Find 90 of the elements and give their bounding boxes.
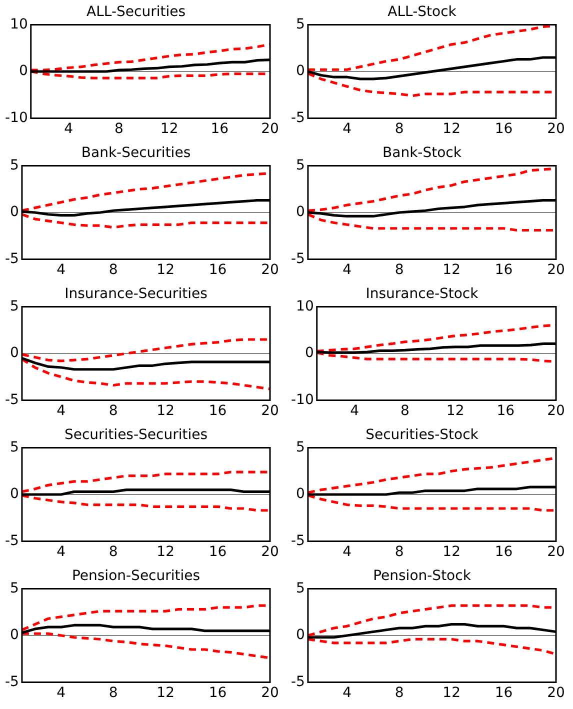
x-tick-label: 12	[156, 685, 174, 702]
x-tick-label: 8	[400, 403, 410, 420]
x-tick-label: 20	[547, 685, 565, 702]
y-tick-label: -5	[4, 674, 19, 690]
y-tick-label: 0	[296, 486, 305, 502]
y-tick-label: 10	[296, 298, 314, 314]
x-tick-label: 8	[394, 685, 404, 702]
chart-title: Insurance-Securities	[64, 286, 208, 302]
y-tick-label: 0	[296, 204, 305, 220]
x-tick-label: 20	[547, 403, 565, 420]
x-tick-label: 16	[208, 685, 227, 702]
chart-title: Pension-Securities	[72, 568, 200, 584]
y-tick-label: -5	[290, 250, 305, 267]
chart-title: ALL-Securities	[86, 4, 186, 20]
x-tick-label: 16	[494, 544, 513, 560]
x-tick-label: 12	[442, 685, 460, 702]
x-tick-label: 12	[156, 262, 174, 278]
y-tick-label: 0	[10, 627, 19, 644]
y-tick-label: 5	[296, 16, 305, 32]
x-tick-label: 8	[108, 544, 118, 560]
x-tick-label: 12	[160, 121, 178, 138]
y-tick-label: 0	[304, 345, 314, 362]
x-tick-label: 8	[394, 121, 404, 138]
x-tick-label: 8	[108, 685, 118, 702]
y-tick-label: 10	[10, 16, 28, 32]
chart-title: Pension-Stock	[373, 568, 472, 584]
x-tick-label: 12	[446, 403, 464, 420]
y-tick-label: 0	[10, 204, 19, 220]
x-tick-label: 16	[210, 121, 229, 138]
chart-title: Bank-Stock	[382, 145, 462, 162]
y-tick-label: 0	[296, 627, 305, 644]
x-tick-label: 8	[394, 262, 404, 278]
x-tick-label: 16	[494, 262, 513, 278]
y-tick-label: -10	[290, 392, 314, 408]
y-tick-label: 5	[10, 439, 19, 456]
y-tick-label: -5	[290, 674, 305, 690]
x-tick-label: 8	[108, 262, 118, 278]
y-tick-label: -5	[290, 110, 305, 126]
x-tick-label: 20	[547, 121, 565, 138]
x-tick-label: 12	[442, 121, 460, 138]
y-tick-label: 5	[296, 580, 305, 596]
x-tick-label: 16	[496, 403, 515, 420]
x-tick-label: 20	[261, 262, 279, 278]
y-tick-label: 0	[18, 63, 28, 80]
x-tick-label: 4	[56, 544, 66, 560]
x-tick-label: 16	[208, 262, 227, 278]
x-tick-label: 16	[494, 685, 513, 702]
x-tick-label: 4	[56, 262, 66, 278]
chart-title: Securities-Securities	[64, 427, 208, 444]
x-tick-label: 4	[342, 262, 352, 278]
x-tick-label: 4	[350, 403, 360, 420]
chart-title: Bank-Securities	[81, 145, 191, 162]
x-tick-label: 4	[342, 121, 352, 138]
x-tick-label: 8	[394, 544, 404, 560]
chart-title: Insurance-Stock	[366, 286, 480, 302]
x-tick-label: 8	[114, 121, 124, 138]
chart-title: Securities-Stock	[366, 427, 480, 444]
y-tick-label: 0	[296, 63, 305, 80]
y-tick-label: -5	[290, 532, 305, 549]
y-tick-label: -5	[4, 392, 19, 408]
x-tick-label: 20	[261, 121, 279, 138]
y-tick-label: 5	[10, 298, 19, 314]
x-tick-label: 20	[261, 403, 279, 420]
x-tick-label: 12	[156, 403, 174, 420]
x-tick-label: 16	[494, 121, 513, 138]
y-tick-label: -5	[4, 532, 19, 549]
y-tick-label: 5	[10, 580, 19, 596]
x-tick-label: 20	[547, 262, 565, 278]
x-tick-label: 4	[342, 685, 352, 702]
x-tick-label: 16	[208, 403, 227, 420]
x-tick-label: 8	[108, 403, 118, 420]
y-tick-label: 5	[296, 439, 305, 456]
y-tick-label: -5	[4, 250, 19, 267]
x-tick-label: 4	[56, 403, 66, 420]
x-tick-label: 4	[64, 121, 74, 138]
x-tick-label: 12	[442, 262, 460, 278]
y-tick-label: 0	[10, 345, 19, 362]
x-tick-label: 20	[547, 544, 565, 560]
x-tick-label: 4	[342, 544, 352, 560]
x-tick-label: 12	[156, 544, 174, 560]
y-tick-label: 5	[296, 157, 305, 174]
x-tick-label: 16	[208, 544, 227, 560]
y-tick-label: 5	[10, 157, 19, 174]
chart-title: ALL-Stock	[388, 4, 458, 20]
x-tick-label: 20	[261, 685, 279, 702]
x-tick-label: 20	[261, 544, 279, 560]
x-tick-label: 12	[442, 544, 460, 560]
x-tick-label: 4	[56, 685, 66, 702]
y-tick-label: -10	[4, 110, 28, 126]
y-tick-label: 0	[10, 486, 19, 502]
